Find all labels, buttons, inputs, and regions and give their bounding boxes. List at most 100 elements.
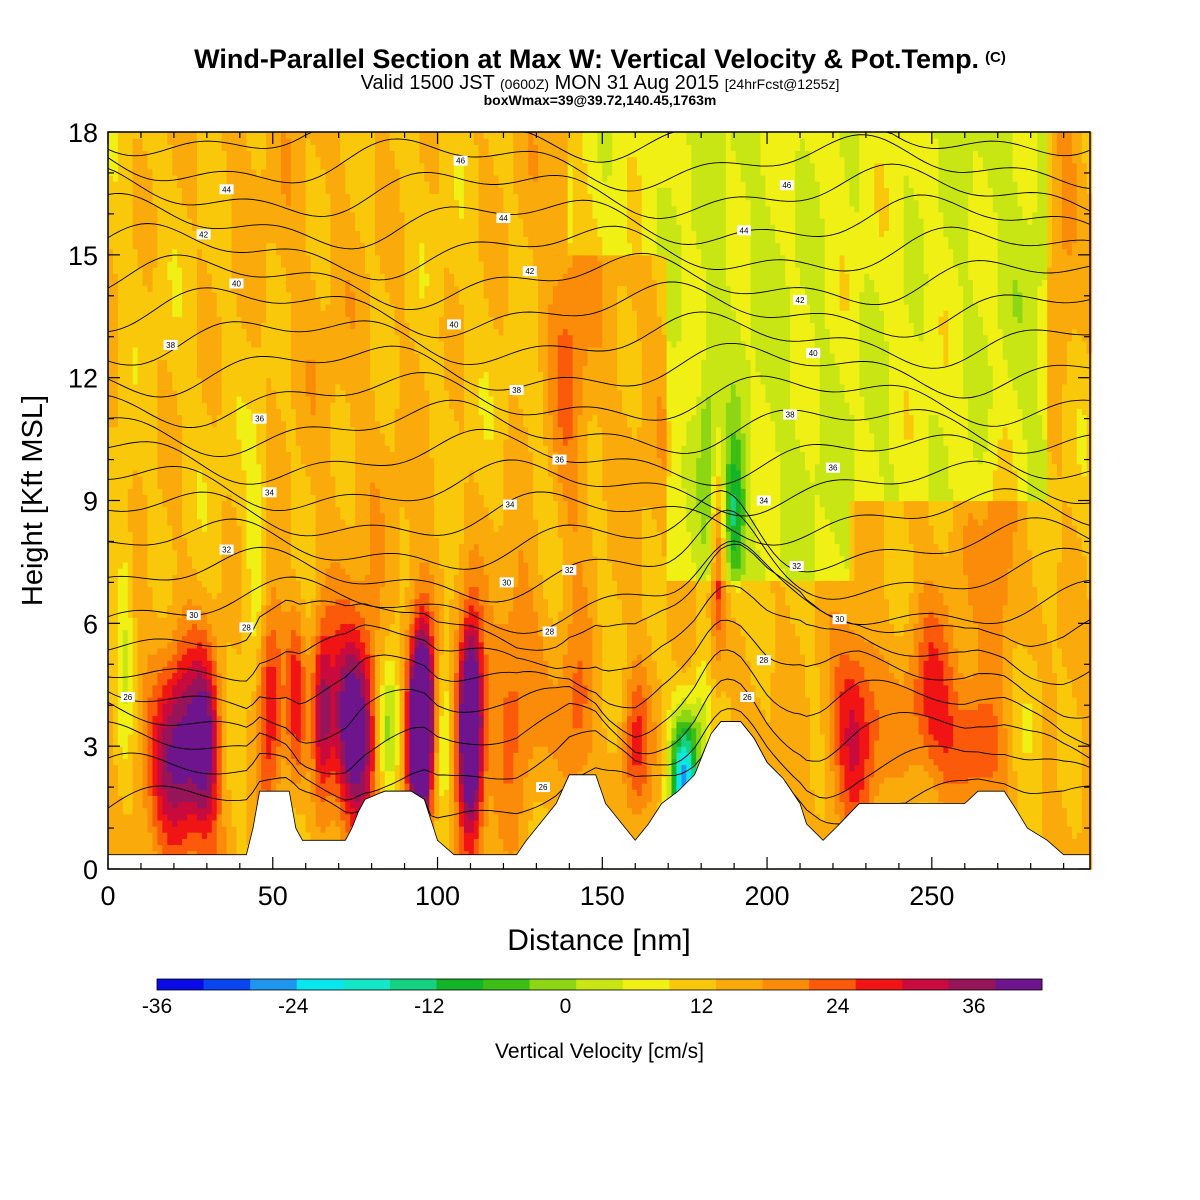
velocity-cell xyxy=(1007,439,1014,502)
velocity-cell xyxy=(735,132,742,164)
velocity-cell xyxy=(350,783,356,796)
velocity-cell xyxy=(172,175,178,250)
velocity-cell xyxy=(350,604,356,624)
colorbar-swatch xyxy=(483,979,531,990)
velocity-cell xyxy=(943,783,949,809)
velocity-cell xyxy=(884,776,890,821)
velocity-cell xyxy=(849,414,855,502)
velocity-cell xyxy=(720,647,727,692)
velocity-cell xyxy=(933,586,939,618)
velocity-cell xyxy=(780,586,786,778)
velocity-cell xyxy=(513,752,519,852)
velocity-cell xyxy=(844,310,850,403)
y-tick-label: 15 xyxy=(68,241,98,271)
velocity-cell xyxy=(582,132,588,164)
velocity-cell xyxy=(661,334,668,409)
velocity-cell xyxy=(775,451,781,581)
velocity-cell xyxy=(211,291,218,428)
velocity-cell xyxy=(987,187,994,366)
velocity-cell xyxy=(686,666,692,686)
velocity-cell xyxy=(814,347,821,465)
velocity-cell xyxy=(290,758,297,784)
velocity-cell xyxy=(740,525,747,575)
velocity-cell xyxy=(859,697,865,790)
velocity-cell xyxy=(844,727,850,747)
velocity-cell xyxy=(384,740,391,772)
velocity-cell xyxy=(276,132,282,256)
velocity-cell xyxy=(449,598,455,870)
velocity-cell xyxy=(839,555,846,581)
velocity-cell xyxy=(528,758,534,821)
velocity-cell xyxy=(978,776,984,803)
velocity-cell xyxy=(992,132,999,213)
velocity-cell xyxy=(819,580,826,735)
velocity-cell xyxy=(735,322,742,397)
velocity-cell xyxy=(641,666,648,698)
velocity-cell xyxy=(824,328,831,520)
velocity-cell xyxy=(419,561,425,594)
velocity-cell xyxy=(552,285,559,452)
velocity-cell xyxy=(651,254,658,280)
velocity-cell xyxy=(854,500,860,637)
velocity-cell xyxy=(365,629,371,655)
velocity-cell xyxy=(251,168,257,348)
velocity-cell xyxy=(968,279,974,440)
velocity-cell xyxy=(473,647,480,661)
velocity-cell xyxy=(814,463,821,495)
contour-label-bg xyxy=(252,413,267,424)
velocity-cell xyxy=(132,469,139,618)
velocity-cell xyxy=(503,783,509,852)
velocity-cell xyxy=(943,604,949,643)
chart-title: Wind-Parallel Section at Max W: Vertical… xyxy=(0,44,1200,75)
velocity-cell xyxy=(597,623,603,870)
velocity-cell xyxy=(928,500,934,526)
velocity-cell xyxy=(918,500,925,594)
velocity-cell xyxy=(839,690,846,766)
velocity-cell xyxy=(211,598,218,637)
contour-label: 42 xyxy=(525,267,534,276)
velocity-cell xyxy=(162,666,168,686)
velocity-cell xyxy=(365,574,371,631)
velocity-cell xyxy=(172,703,178,729)
velocity-cell xyxy=(290,604,297,631)
velocity-cell xyxy=(444,389,450,692)
colorbar-swatch xyxy=(762,979,810,990)
velocity-cell xyxy=(997,500,1004,821)
velocity-cell xyxy=(745,660,752,753)
velocity-cell xyxy=(187,703,193,778)
velocity-cell xyxy=(458,623,465,643)
velocity-cell xyxy=(454,574,460,631)
velocity-cell xyxy=(735,396,742,440)
velocity-cell xyxy=(192,801,198,815)
velocity-cell xyxy=(384,291,391,446)
contour-label: 30 xyxy=(502,578,511,587)
velocity-cell xyxy=(177,267,183,317)
velocity-cell xyxy=(597,162,603,237)
velocity-cell xyxy=(201,402,208,483)
velocity-cell xyxy=(666,740,673,833)
velocity-cell xyxy=(201,690,208,790)
velocity-cell xyxy=(730,568,737,581)
velocity-cell xyxy=(671,660,677,692)
velocity-cell xyxy=(567,132,574,164)
velocity-cell xyxy=(325,193,331,305)
velocity-cell xyxy=(177,316,183,416)
velocity-cell xyxy=(350,807,356,827)
velocity-cell xyxy=(1027,132,1033,225)
velocity-cell xyxy=(557,132,564,280)
velocity-cell xyxy=(839,156,846,256)
velocity-cell xyxy=(666,709,673,741)
velocity-cell xyxy=(1037,414,1043,502)
velocity-cell xyxy=(775,132,781,244)
velocity-cell xyxy=(592,254,598,348)
velocity-cell xyxy=(879,132,885,164)
velocity-cell xyxy=(923,500,930,581)
velocity-cell xyxy=(933,617,939,649)
velocity-cell xyxy=(172,807,178,827)
velocity-cell xyxy=(167,678,173,698)
velocity-cell xyxy=(849,678,855,710)
velocity-cell xyxy=(197,629,203,643)
velocity-cell xyxy=(132,617,139,753)
velocity-cell xyxy=(938,746,944,772)
